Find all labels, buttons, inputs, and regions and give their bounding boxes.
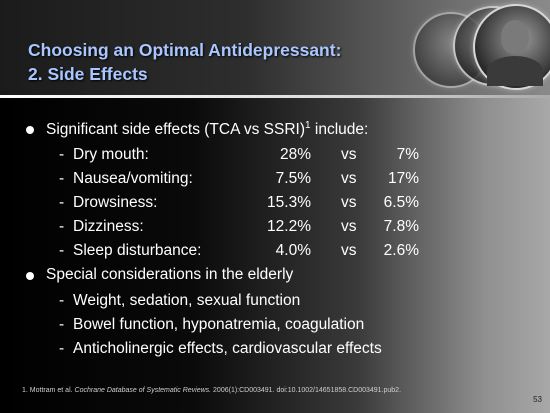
citation-footnote: 1. Mottram et al. Cochrane Database of S… xyxy=(22,387,401,394)
page-number: 53 xyxy=(533,395,542,404)
side-effect-label: Nausea/vomiting: xyxy=(73,170,193,187)
dash-icon: - xyxy=(59,170,65,187)
footnote-prefix: 1. Mottram et al. xyxy=(22,387,75,394)
side-effect-row: - Dry mouth: 28% vs 7% xyxy=(59,146,419,166)
vs-label: vs xyxy=(341,242,357,259)
side-effect-row: - Nausea/vomiting: 7.5% vs 17% xyxy=(59,170,419,190)
dash-icon: - xyxy=(59,218,65,235)
bullet-dot-icon xyxy=(26,126,34,134)
sub-bullet-text: Weight, sedation, sexual function xyxy=(73,292,301,309)
side-effect-row: - Sleep disturbance: 4.0% vs 2.6% xyxy=(59,242,419,262)
title-line-1: Choosing an Optimal Antidepressant: xyxy=(28,40,342,60)
person-photo-3 xyxy=(473,4,550,90)
ssri-value: 7% xyxy=(396,146,419,163)
tca-value: 12.2% xyxy=(267,218,311,235)
side-effect-label: Drowsiness: xyxy=(73,194,158,211)
slide-title: Choosing an Optimal Antidepressant: 2. S… xyxy=(28,38,341,86)
header-photo-montage xyxy=(395,2,550,90)
side-effect-label: Sleep disturbance: xyxy=(73,242,202,259)
footnote-journal: Cochrane Database of Systematic Reviews. xyxy=(74,387,212,394)
side-effect-label: Dizziness: xyxy=(73,218,144,235)
bullet-text: Significant side effects (TCA vs SSRI) xyxy=(46,121,306,138)
vs-label: vs xyxy=(341,146,357,163)
ssri-value: 7.8% xyxy=(383,218,419,235)
dash-icon: - xyxy=(59,242,65,259)
ssri-value: 17% xyxy=(387,170,419,187)
footnote-ref: 1 xyxy=(305,120,311,131)
vs-label: vs xyxy=(341,170,357,187)
sub-bullet-text: Anticholinergic effects, cardiovascular … xyxy=(73,340,382,357)
dash-icon: - xyxy=(59,292,65,309)
tca-value: 7.5% xyxy=(275,170,311,187)
title-line-2: 2. Side Effects xyxy=(28,64,148,84)
bullet-text-after: include: xyxy=(310,121,369,138)
vs-label: vs xyxy=(341,218,357,235)
header-divider xyxy=(0,95,550,98)
tca-value: 4.0% xyxy=(275,242,311,259)
dash-icon: - xyxy=(59,146,65,163)
footnote-suffix: 2006(1):CD003491. doi:10.1002/14651858.C… xyxy=(211,387,402,394)
side-effect-row: - Drowsiness: 15.3% vs 6.5% xyxy=(59,194,419,214)
dash-icon: - xyxy=(59,340,65,357)
bullet-dot-icon xyxy=(26,272,34,280)
vs-label: vs xyxy=(341,194,357,211)
bullet-text: Special considerations in the elderly xyxy=(46,266,294,283)
side-effect-label: Dry mouth: xyxy=(73,146,149,163)
sub-bullet-text: Bowel function, hyponatremia, coagulatio… xyxy=(73,316,365,333)
side-effect-row: - Dizziness: 12.2% vs 7.8% xyxy=(59,218,419,238)
tca-value: 15.3% xyxy=(267,194,311,211)
dash-icon: - xyxy=(59,316,65,333)
dash-icon: - xyxy=(59,194,65,211)
tca-value: 28% xyxy=(279,146,311,163)
ssri-value: 2.6% xyxy=(383,242,419,259)
ssri-value: 6.5% xyxy=(383,194,419,211)
